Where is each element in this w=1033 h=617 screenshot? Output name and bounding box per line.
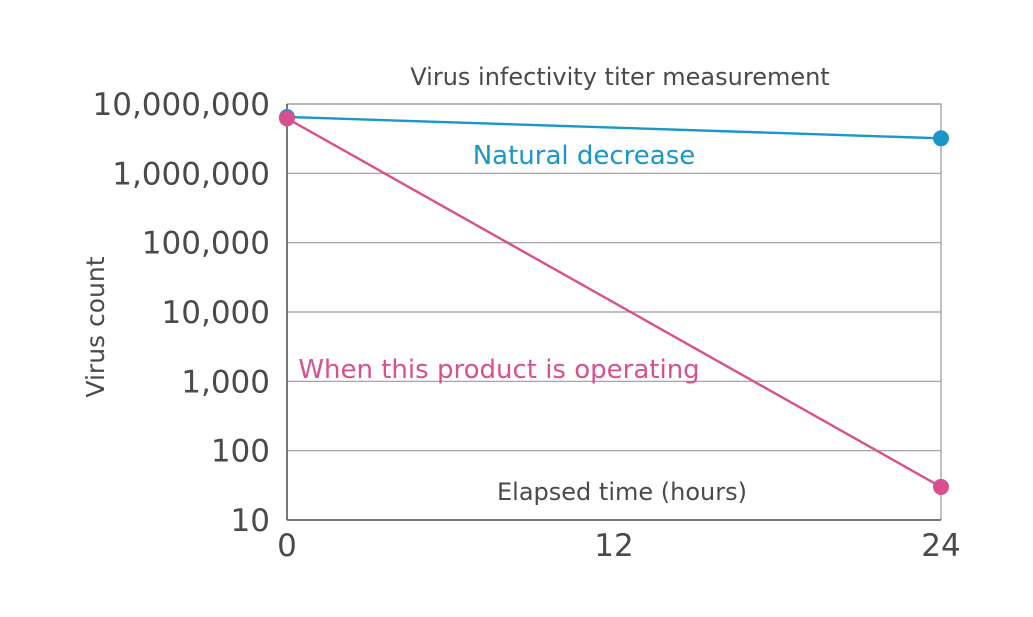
x-tick-label: 24 — [921, 528, 960, 564]
chart-title: Virus infectivity titer measurement — [410, 63, 829, 91]
y-tick-label: 10,000 — [162, 295, 270, 331]
series-line-1 — [286, 117, 942, 488]
y-tick-labels: 10 100 1,000 10,000 100,000 1,000,000 10,000,0… — [93, 87, 271, 539]
y-tick-label: 100 — [211, 434, 270, 470]
y-tick-label: 10 — [231, 503, 270, 539]
data-points — [279, 108, 949, 495]
series-line-0 — [286, 115, 942, 140]
x-tick-label: 0 — [277, 528, 297, 564]
plot-frame — [286, 103, 942, 521]
data-point-1-1 — [933, 478, 949, 495]
y-tick-label: 1,000,000 — [112, 156, 270, 192]
y-axis-label: Virus count — [81, 256, 110, 397]
y-tick-label: 1,000 — [181, 364, 270, 400]
data-point-1-0 — [279, 110, 295, 127]
y-tick-label: 100,000 — [142, 226, 270, 262]
plot-frame-border — [287, 103, 942, 520]
y-tick-label: 10,000,000 — [93, 87, 271, 123]
x-tick-label: 12 — [594, 528, 633, 564]
x-axis-label: Elapsed time (hours) — [497, 478, 747, 506]
series-label-natural-decrease: Natural decrease — [473, 141, 696, 171]
series-label-product-operating: When this product is operating — [298, 355, 699, 385]
x-tick-labels: 0 12 24 — [277, 528, 961, 564]
series-lines — [286, 115, 942, 488]
data-point-0-1 — [933, 130, 949, 147]
